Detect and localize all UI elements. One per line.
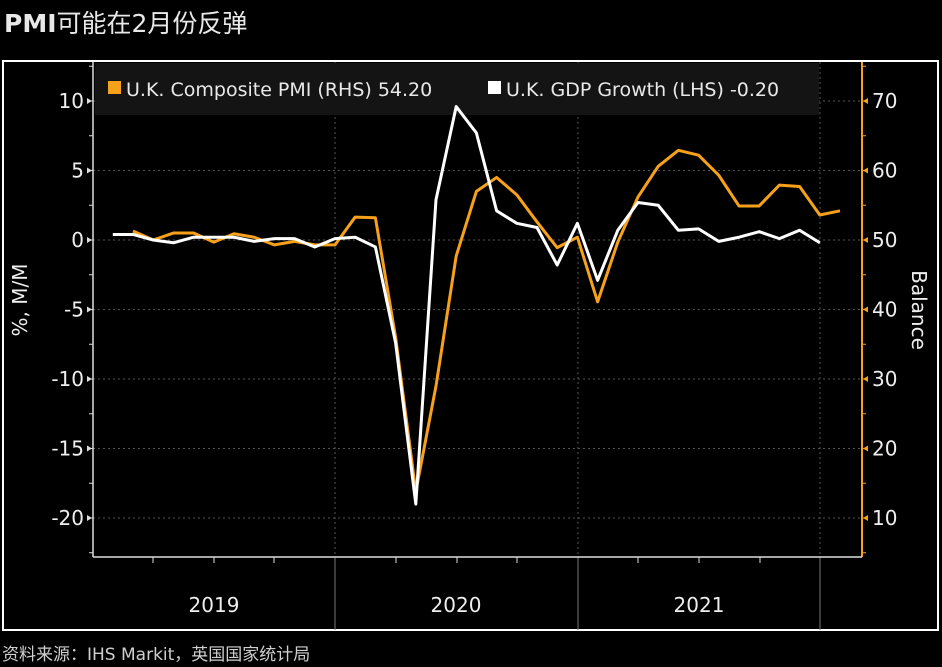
y-right-tick-label: 40	[872, 298, 897, 322]
y-left-tick-label: 5	[71, 159, 84, 183]
y-right-tick	[863, 306, 868, 313]
y-left-tick	[87, 98, 92, 104]
x-tick-label-2019: 2019	[189, 593, 240, 617]
series-group	[112, 105, 841, 506]
y-right-tick	[863, 237, 868, 243]
y-left-tick	[87, 306, 92, 313]
chart-title-rest: 可能在2月份反弹	[56, 9, 248, 38]
x-tick-label-2021: 2021	[674, 593, 725, 617]
y-right-tick-label: 20	[872, 437, 897, 461]
y-left-tick-label: 0	[71, 228, 84, 252]
y-left-tick-label: -10	[51, 367, 84, 391]
y-left-tick	[87, 515, 92, 521]
y-right-tick	[863, 167, 868, 174]
y-right-tick-label: 10	[872, 506, 897, 530]
y-axis-left-label: %, M/M	[8, 264, 32, 337]
chart-title: PMI可能在2月份反弹	[4, 4, 247, 40]
y-right-tick	[863, 98, 868, 104]
y-left-tick-label: -20	[51, 506, 84, 530]
y-right-tick-label: 70	[872, 89, 897, 113]
y-right-tick	[863, 376, 868, 382]
gdp-line	[112, 105, 821, 506]
chart-frame	[2, 60, 939, 631]
pmi-line	[132, 148, 841, 494]
y-right-tick-label: 30	[872, 367, 897, 391]
chart-title-bold: PMI	[4, 9, 57, 38]
y-right-tick	[863, 515, 868, 521]
y-right-tick-label: 50	[872, 228, 897, 252]
y-left-tick	[87, 445, 92, 452]
legend-label-gdp: U.K. GDP Growth (LHS) -0.20	[506, 79, 779, 101]
legend: U.K. Composite PMI (RHS) 54.20 U.K. GDP …	[108, 79, 779, 101]
legend-swatch-pmi	[108, 81, 121, 94]
y-left-tick	[87, 237, 92, 243]
legend-label-pmi: U.K. Composite PMI (RHS) 54.20	[126, 79, 432, 101]
y-left-tick-label: -15	[51, 437, 84, 461]
y-left-tick-label: -5	[64, 298, 84, 322]
y-left-tick-label: 10	[59, 89, 84, 113]
y-left-tick	[87, 376, 92, 382]
legend-swatch-gdp	[488, 81, 501, 94]
y-right-tick-label: 60	[872, 159, 897, 183]
y-right-tick	[863, 445, 868, 452]
x-tick-label-2020: 2020	[431, 593, 482, 617]
y-left-tick	[87, 167, 92, 174]
y-axis-right-label: Balance	[907, 270, 931, 350]
source-note: 资料来源：IHS Markit，英国国家统计局	[2, 645, 311, 665]
